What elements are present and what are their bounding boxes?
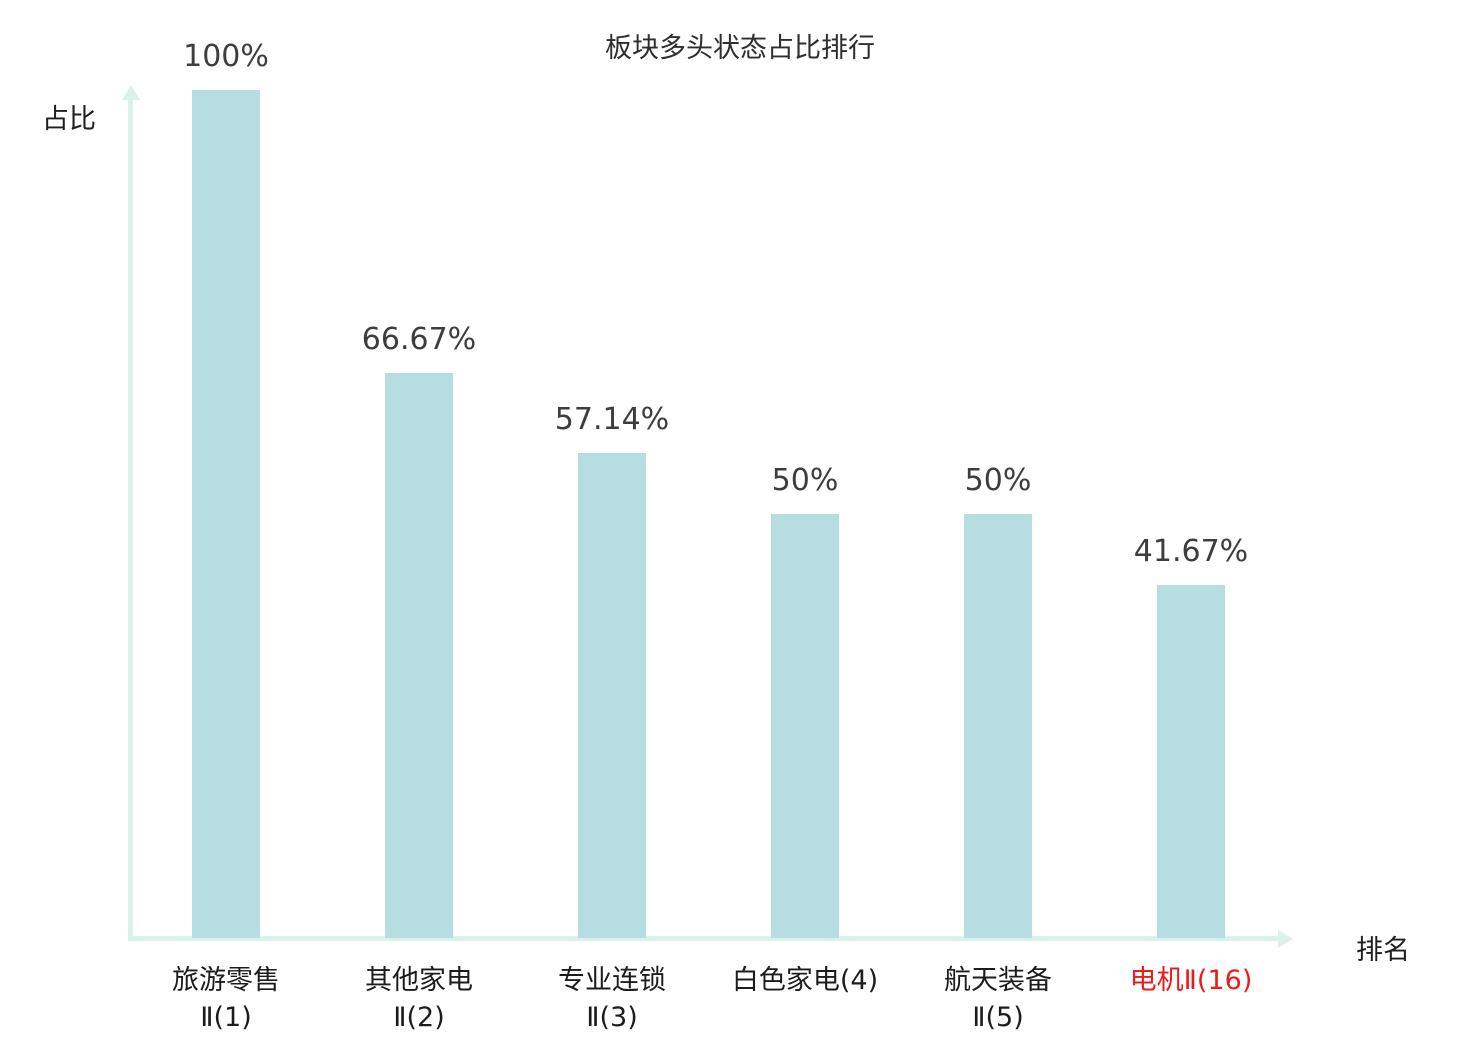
bar-category-line: 其他家电 <box>365 965 473 996</box>
bar-category-label: 白色家电(4) <box>655 962 955 999</box>
bar <box>771 514 839 938</box>
bar-category-line: Ⅱ(5) <box>972 1002 1024 1033</box>
bar-value-label: 66.67% <box>361 322 477 357</box>
bar-value-label: 57.14% <box>554 402 670 437</box>
chart-title: 板块多头状态占比排行 <box>605 33 875 64</box>
bar-value-label: 100% <box>183 39 269 74</box>
bar-category-line: 专业连锁 <box>558 965 666 996</box>
bar-category-line: Ⅱ(3) <box>586 1002 638 1033</box>
x-axis-label: 排名 <box>1356 935 1410 966</box>
bar-category-label: 旅游零售 Ⅱ(1) <box>76 962 376 1036</box>
bar-category-line: 航天装备 <box>944 965 1052 996</box>
bar <box>1157 585 1225 938</box>
bar-category-label: 电机Ⅱ(16) <box>1041 962 1341 999</box>
bar-value-label: 50% <box>964 463 1032 498</box>
bar-category-line: Ⅱ(2) <box>393 1002 445 1033</box>
bar <box>578 453 646 938</box>
bar-value-label: 50% <box>771 463 839 498</box>
bar <box>385 373 453 938</box>
bar <box>964 514 1032 938</box>
x-axis-arrow-icon <box>1278 930 1293 948</box>
bar-category-label: 其他家电 Ⅱ(2) <box>269 962 569 1036</box>
bar-category-line: 电机Ⅱ(16) <box>1129 965 1253 996</box>
bar-category-line: 白色家电(4) <box>731 965 879 996</box>
y-axis-label: 占比 <box>42 104 96 135</box>
bar-category-line: Ⅱ(1) <box>200 1002 252 1033</box>
y-axis-line <box>122 85 140 941</box>
bar <box>192 90 260 938</box>
bar-category-label: 专业连锁 Ⅱ(3) <box>462 962 762 1036</box>
bar-category-label: 航天装备 Ⅱ(5) <box>848 962 1148 1036</box>
y-axis-arrow-icon <box>122 85 140 100</box>
bar-value-label: 41.67% <box>1133 534 1249 569</box>
x-axis-line <box>128 930 1293 948</box>
bar-category-line: 旅游零售 <box>172 965 280 996</box>
